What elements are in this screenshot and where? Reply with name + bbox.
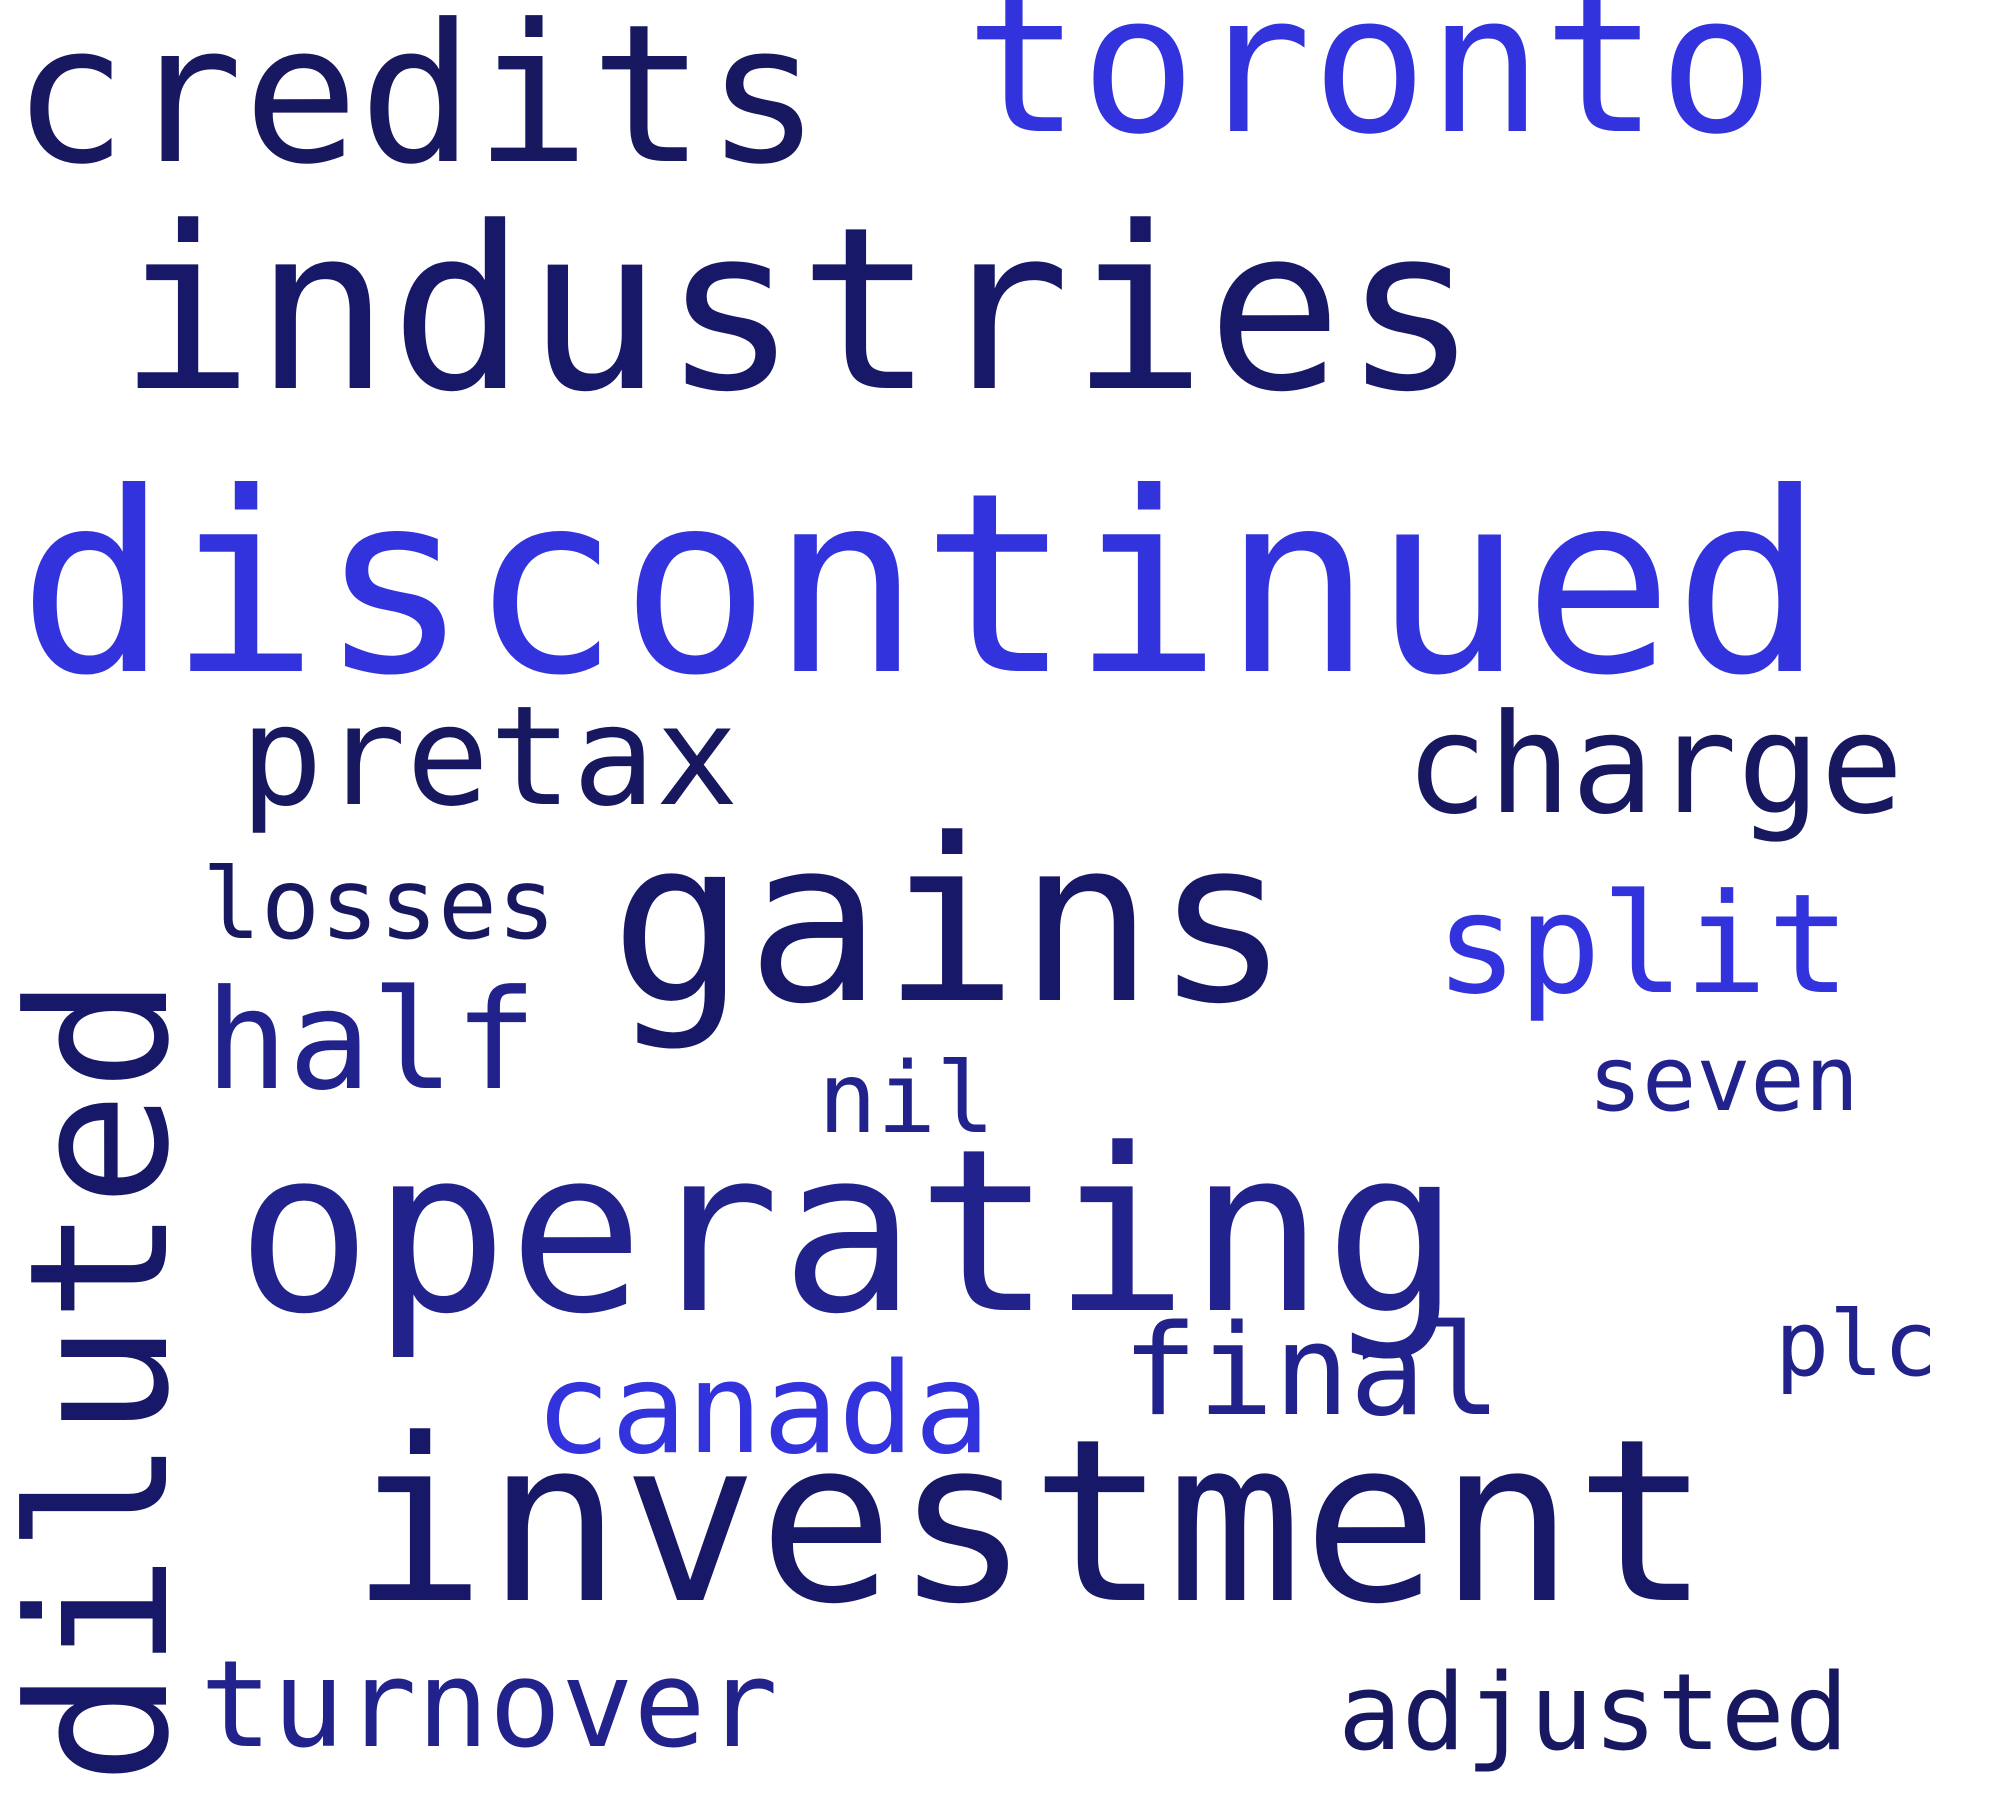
- word-diluted: diluted: [0, 975, 212, 1785]
- word-plc: plc: [1775, 1292, 1938, 1397]
- word-discontinued: discontinued: [18, 439, 1825, 730]
- word-gains: gains: [610, 791, 1291, 1054]
- word-half: half: [205, 960, 538, 1121]
- word-nil: nil: [818, 1042, 996, 1156]
- word-pretax: pretax: [240, 676, 739, 837]
- word-investment: investment: [350, 1391, 1711, 1654]
- word-seven: seven: [1588, 1027, 1859, 1132]
- word-toronto: toronto: [965, 0, 1775, 177]
- word-charge: charge: [1405, 684, 1904, 845]
- word-split: split: [1435, 864, 1851, 1025]
- word-final: final: [1122, 1297, 1502, 1444]
- word-credits: credits: [12, 0, 822, 207]
- word-operating: operating: [236, 1101, 1461, 1364]
- word-adjusted: adjusted: [1338, 1651, 1849, 1774]
- word-losses: losses: [202, 848, 557, 962]
- word-canada: canada: [535, 1335, 991, 1482]
- word-industries: industries: [118, 179, 1479, 442]
- word-turnover: turnover: [200, 1636, 778, 1775]
